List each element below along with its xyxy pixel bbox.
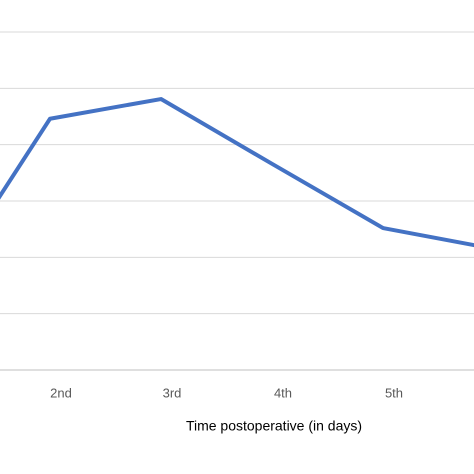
x-tick-label: 2nd xyxy=(50,385,72,400)
x-tick-label: 3rd xyxy=(163,385,182,400)
data-line xyxy=(0,97,474,248)
x-tick-label: 4th xyxy=(274,385,292,400)
x-axis-title: Time postoperative (in days) xyxy=(186,418,362,434)
x-tick-label: 5th xyxy=(385,385,403,400)
